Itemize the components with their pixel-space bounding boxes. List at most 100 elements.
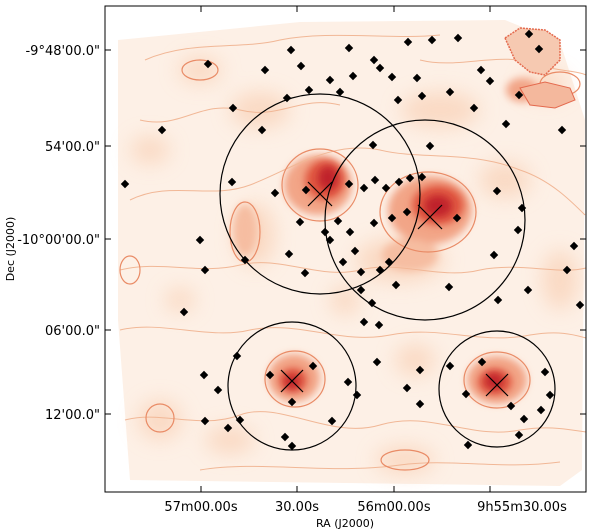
source-diamond [453,33,463,43]
source-diamond [368,140,378,150]
source-diamond [477,357,487,367]
field-circle-top-left [219,93,421,295]
source-diamond [444,282,454,292]
cluster-center-markers [280,181,509,397]
source-diamond [348,71,358,81]
source-diamond [213,385,223,395]
source-diamond [387,72,397,82]
axes-frame [104,5,587,493]
source-diamond [200,265,210,275]
source-diamond [540,367,550,377]
source-diamond [452,213,462,223]
source-diamond [393,95,403,105]
y-axis [105,49,586,415]
source-diamond [359,317,369,327]
source-diamond [562,265,572,275]
source-diamond [369,55,379,65]
source-diamond [569,241,579,251]
source-diamond [235,415,245,425]
source-diamond [308,361,318,371]
source-diamond [375,265,385,275]
source-diamond [519,414,529,424]
source-diamond [545,390,555,400]
source-diamond [445,361,455,371]
source-diamond [320,227,330,237]
source-diamond [461,389,471,399]
source-diamond [228,103,238,113]
source-diamond [286,45,296,55]
y-tick-label: 12'00.0" [45,408,100,423]
field-circle-top-right [324,119,526,321]
source-diamond [523,285,533,295]
source-diamond [284,249,294,259]
source-diamond [260,65,270,75]
x-axis [200,6,491,492]
source-diamond [489,250,499,260]
source-diamond [534,44,544,54]
source-diamond [352,390,362,400]
source-diamond [300,268,310,278]
source-diamond [295,217,305,227]
source-diamond [203,59,213,69]
source-diamond [391,280,401,290]
source-diamond [403,37,413,47]
source-diamond [417,172,427,182]
field-circles [219,93,556,451]
source-diamond [506,401,516,411]
source-diamond [200,416,210,426]
source-diamond [492,186,502,196]
source-diamond [257,125,267,135]
x-marker-1 [307,181,333,207]
source-diamond [179,307,189,317]
source-diamond [325,75,335,85]
source-diamond [370,175,380,185]
source-diamond [350,246,360,256]
source-diamond [557,125,567,135]
source-diamond [232,351,242,361]
source-diamond [325,235,335,245]
source-diamond [240,255,250,265]
x-tick-label: 9h55m30.00s [477,500,567,515]
source-diamond [304,85,314,95]
source-diamond [296,61,306,71]
source-diamond [412,73,422,83]
source-diamond [514,90,524,100]
source-diamond [356,267,366,277]
source-diamond [120,179,130,189]
source-diamond [270,188,280,198]
coverage-region [118,20,585,486]
source-diamond [384,257,394,267]
source-diamond [463,440,473,450]
source-diamond [344,179,354,189]
source-diamond [427,35,437,45]
source-diamond [524,29,534,39]
y-tick-label: -9°48'00.0" [25,44,100,59]
source-diamond [280,432,290,442]
source-diamond [445,87,455,97]
source-diamond [514,430,524,440]
source-diamond [157,125,167,135]
source-markers [120,29,585,451]
source-diamond [327,416,337,426]
source-diamond [425,141,435,151]
x-axis-title: RA (J2000) [316,517,374,530]
source-diamond [513,225,523,235]
source-diamond [359,183,369,193]
source-diamond [381,183,391,193]
x-marker-3 [280,369,304,393]
source-diamond [367,298,377,308]
y-tick-label: 54'00.0" [45,140,100,155]
source-diamond [343,377,353,387]
source-diamond [301,185,311,195]
masked-region [504,27,576,109]
source-diamond [372,357,382,367]
source-diamond [485,76,495,86]
source-diamond [402,383,412,393]
source-diamond [338,257,348,267]
source-diamond [345,227,355,237]
x-tick-label: 56m00.00s [357,500,430,515]
source-diamond [199,370,209,380]
x-tick-label: 57m00.00s [164,500,237,515]
source-diamond [356,285,366,295]
